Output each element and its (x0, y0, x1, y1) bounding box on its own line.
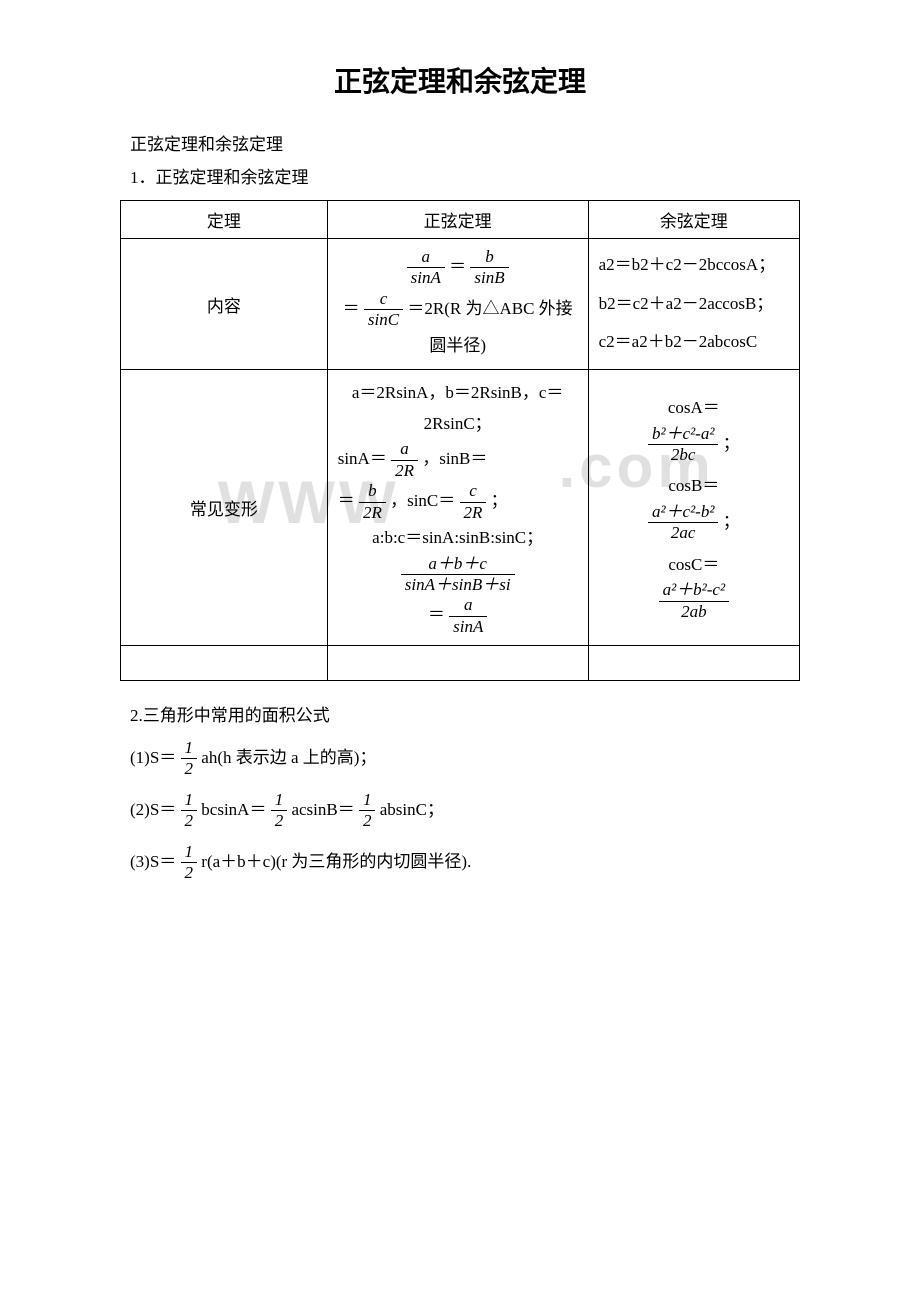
row2-cosine-cell: .com cosA＝ b²＋c²-a²2bc ； cosB＝ a²＋c²-b²2… (588, 370, 799, 646)
sine-var-1: a＝2RsinA，b＝2RsinB，c＝2RsinC； (338, 378, 578, 439)
sine-var-ratio: a:b:c＝sinA:sinB:sinC； (338, 523, 578, 554)
row2-sine-cell: a＝2RsinA，b＝2RsinB，c＝2RsinC； WWW sinA＝ a2… (327, 370, 588, 646)
section-1-heading: 1．正弦定理和余弦定理 (130, 163, 880, 188)
section-2-heading: 2.三角形中常用的面积公式 (130, 701, 880, 726)
area-formula-3: (3)S＝ 12 r(a＋b＋c)(r 为三角形的内切圆半径). (130, 842, 880, 884)
row1-label: 内容 (121, 239, 328, 370)
theorem-table: 定理 正弦定理 余弦定理 内容 asinA ＝ bsinB ＝ csinC ＝2… (120, 200, 800, 681)
page-content: 正弦定理和余弦定理 正弦定理和余弦定理 1．正弦定理和余弦定理 定理 正弦定理 … (40, 60, 880, 883)
header-theorem: 定理 (121, 201, 328, 239)
cosine-a: a2＝b2＋c2－2bccosA； (599, 250, 789, 281)
area-formula-2: (2)S＝ 12 bcsinA＝ 12 acsinB＝ 12 absinC； (130, 790, 880, 832)
content-row: 内容 asinA ＝ bsinB ＝ csinC ＝2R(R 为△ABC 外接圆… (121, 239, 800, 370)
cosine-b: b2＝c2＋a2－2accosB； (599, 289, 789, 320)
main-title: 正弦定理和余弦定理 (40, 60, 880, 100)
header-sine: 正弦定理 (327, 201, 588, 239)
subtitle: 正弦定理和余弦定理 (130, 130, 880, 155)
cosine-c: c2＝a2＋b2－2abcosC (599, 327, 789, 358)
variants-row: 常见变形 a＝2RsinA，b＝2RsinB，c＝2RsinC； WWW sin… (121, 370, 800, 646)
row1-sine-tail: ＝2R(R 为△ABC 外接圆半径) (407, 299, 572, 355)
row2-label: 常见变形 (121, 370, 328, 646)
header-cosine: 余弦定理 (588, 201, 799, 239)
row1-sine-cell: asinA ＝ bsinB ＝ csinC ＝2R(R 为△ABC 外接圆半径) (327, 239, 588, 370)
table-header-row: 定理 正弦定理 余弦定理 (121, 201, 800, 239)
empty-row (121, 646, 800, 681)
row1-cosine-cell: a2＝b2＋c2－2bccosA； b2＝c2＋a2－2accosB； c2＝a… (588, 239, 799, 370)
area-formula-1: (1)S＝ 12 ah(h 表示边 a 上的高)； (130, 738, 880, 780)
